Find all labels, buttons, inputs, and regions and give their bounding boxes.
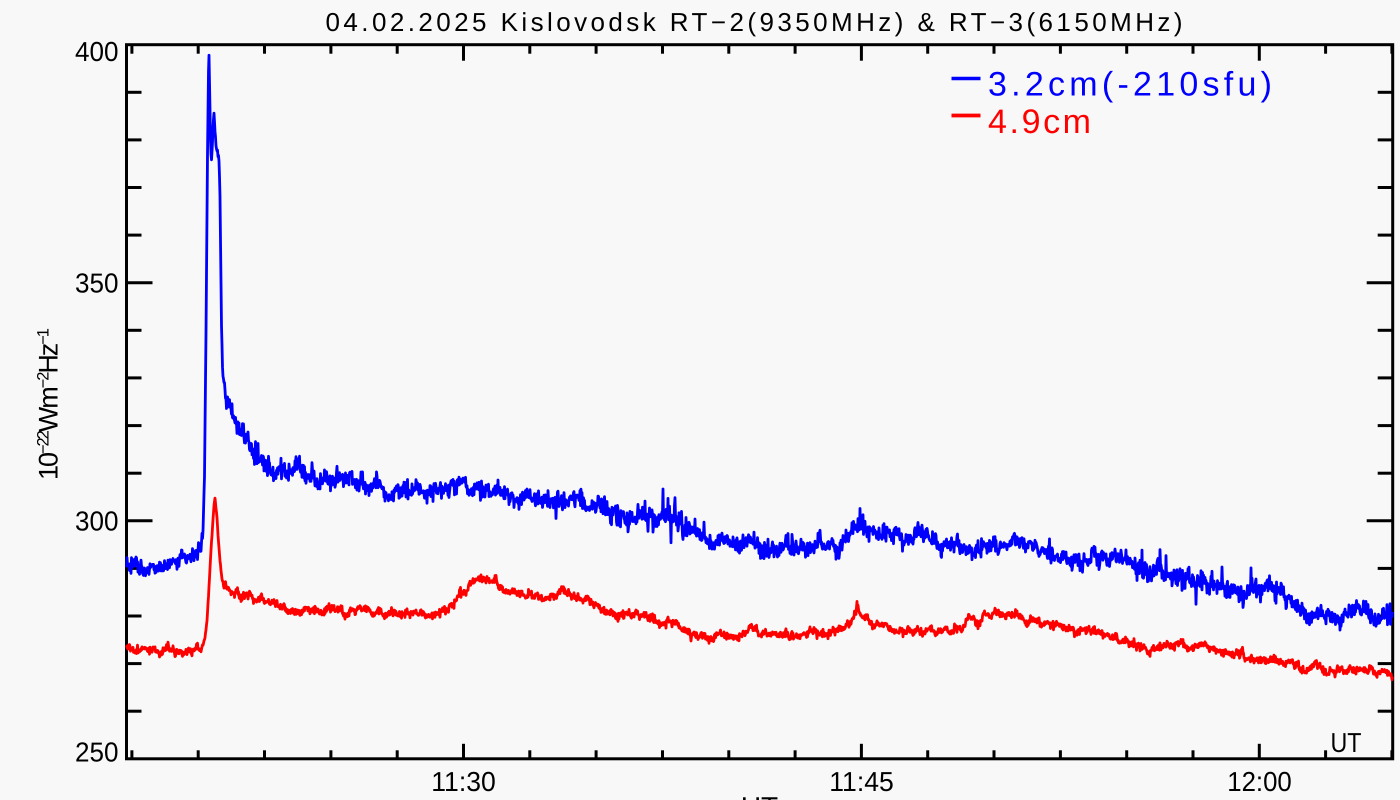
svg-text:250: 250 — [75, 736, 119, 767]
svg-text:UT: UT — [1331, 727, 1362, 758]
svg-text:11:30: 11:30 — [431, 766, 496, 797]
svg-text:UT: UT — [741, 792, 778, 800]
svg-text:400: 400 — [75, 36, 119, 67]
svg-text:04.02.2025 Kislovodsk RT−2(935: 04.02.2025 Kislovodsk RT−2(9350MHz) & RT… — [326, 7, 1183, 37]
svg-text:4.9cm: 4.9cm — [988, 103, 1091, 141]
svg-text:350: 350 — [75, 268, 119, 299]
svg-text:300: 300 — [75, 506, 119, 537]
svg-text:10−22Wm−2Hz−1: 10−22Wm−2Hz−1 — [34, 328, 64, 480]
svg-text:12:00: 12:00 — [1227, 766, 1292, 797]
svg-text:11:45: 11:45 — [829, 766, 894, 797]
